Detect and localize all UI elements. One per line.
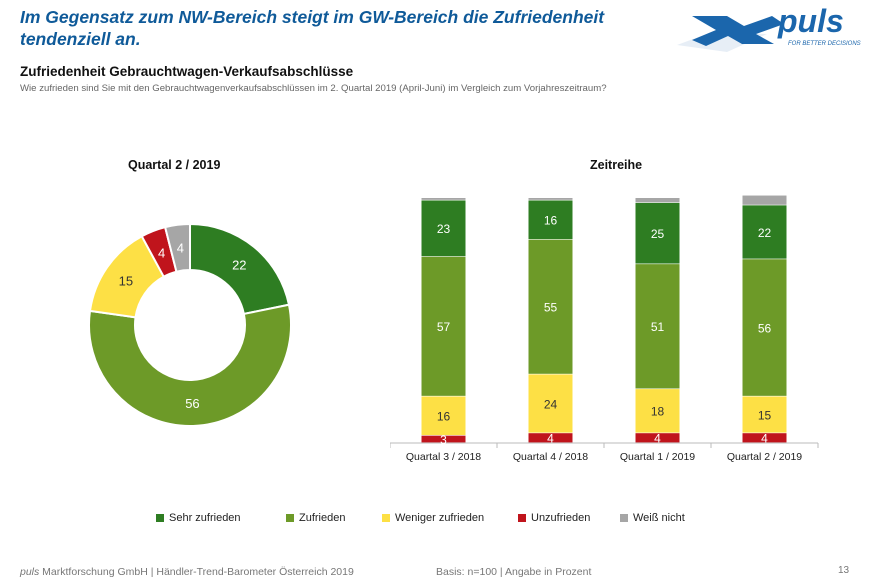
bar-segment-sehr-zufrieden bbox=[742, 205, 787, 259]
bar-segment-zufrieden bbox=[528, 239, 573, 374]
donut-slice-zufrieden bbox=[88, 303, 292, 427]
legend-swatch bbox=[382, 514, 390, 522]
legend-item-weiss-nicht: Weiß nicht bbox=[620, 512, 685, 524]
puls-logo: puls FOR BETTER DECISIONS bbox=[677, 3, 861, 52]
bar-label-unzufrieden: 3 bbox=[440, 433, 447, 447]
bar-segment-unzufrieden bbox=[635, 433, 680, 443]
legend-label: Weniger zufrieden bbox=[395, 512, 485, 524]
donut-label-zufrieden: 56 bbox=[185, 396, 199, 411]
x-tick-label: Quartal 2 / 2019 bbox=[727, 451, 802, 463]
footer-source-text: Marktforschung GmbH | Händler-Trend-Baro… bbox=[39, 566, 354, 578]
page-number: 13 bbox=[838, 565, 850, 576]
page-headline: Im Gegensatz zum NW-Bereich steigt im GW… bbox=[20, 7, 605, 49]
section-subtitle: Wie zufrieden sind Sie mit den Gebraucht… bbox=[20, 83, 607, 94]
logo-tagline: FOR BETTER DECISIONS bbox=[788, 41, 861, 47]
donut-slice-weiss-nicht bbox=[163, 222, 191, 273]
bar-segment-sehr-zufrieden bbox=[421, 200, 466, 257]
donut-chart: 22 56 15 4 4 bbox=[88, 222, 292, 427]
footer-basis: Basis: n=100 | Angabe in Prozent bbox=[436, 566, 592, 578]
bar-segment-sehr-zufrieden bbox=[635, 202, 680, 264]
x-tick-label: Quartal 1 / 2019 bbox=[620, 451, 695, 463]
bar-segment-unzufrieden bbox=[528, 433, 573, 443]
bar-segment-unzufrieden bbox=[421, 435, 466, 443]
bar-segment-weiss-nicht bbox=[635, 198, 680, 203]
legend-item-zufrieden: Zufrieden bbox=[286, 512, 382, 524]
x-tick-label: Quartal 3 / 2018 bbox=[406, 451, 481, 463]
bar-label-unzufrieden: 4 bbox=[547, 432, 554, 446]
bar-label-zufrieden: 57 bbox=[437, 320, 451, 334]
legend-item-weniger-zufrieden: Weniger zufrieden bbox=[382, 512, 518, 524]
legend-label: Weiß nicht bbox=[633, 512, 685, 524]
bar-segment-weiss-nicht bbox=[421, 198, 466, 200]
donut-label-unzufrieden: 4 bbox=[158, 245, 165, 260]
bar-label-unzufrieden: 4 bbox=[654, 432, 661, 446]
bar-label-sehr-zufrieden: 16 bbox=[544, 214, 558, 228]
legend-label: Sehr zufrieden bbox=[169, 512, 241, 524]
bar-segment-unzufrieden bbox=[742, 433, 787, 443]
bar-label-sehr-zufrieden: 25 bbox=[651, 227, 665, 241]
legend: Sehr zufrieden Zufrieden Weniger zufried… bbox=[156, 512, 685, 524]
bar-segment-weiss-nicht bbox=[528, 198, 573, 200]
bar-label-weniger-zufrieden: 24 bbox=[544, 397, 558, 411]
bar-label-zufrieden: 51 bbox=[651, 320, 665, 334]
legend-swatch bbox=[286, 514, 294, 522]
bar-segment-weniger-zufrieden bbox=[742, 396, 787, 433]
legend-label: Unzufrieden bbox=[531, 512, 591, 524]
bar-segment-weniger-zufrieden bbox=[528, 374, 573, 433]
bar-segment-weniger-zufrieden bbox=[635, 389, 680, 433]
bar-segment-zufrieden bbox=[742, 259, 787, 396]
footer-brand: puls bbox=[20, 566, 40, 578]
footer-source: puls Marktforschung GmbH | Händler-Trend… bbox=[20, 566, 354, 578]
bar-chart-title: Zeitreihe bbox=[590, 158, 643, 172]
bar-label-weniger-zufrieden: 16 bbox=[437, 410, 451, 424]
legend-label: Zufrieden bbox=[299, 512, 346, 524]
bar-label-zufrieden: 55 bbox=[544, 301, 558, 315]
donut-chart-title: Quartal 2 / 2019 bbox=[128, 158, 221, 172]
legend-item-sehr-zufrieden: Sehr zufrieden bbox=[156, 512, 286, 524]
logo-wordmark: puls bbox=[777, 3, 844, 39]
bar-label-unzufrieden: 4 bbox=[761, 432, 768, 446]
bar-segment-weiss-nicht bbox=[742, 195, 787, 205]
legend-item-unzufrieden: Unzufrieden bbox=[518, 512, 620, 524]
bar-segment-weniger-zufrieden bbox=[421, 396, 466, 436]
x-tick-label: Quartal 4 / 2018 bbox=[513, 451, 588, 463]
bar-label-sehr-zufrieden: 23 bbox=[437, 222, 451, 236]
donut-label-weiss-nicht: 4 bbox=[177, 241, 184, 256]
bar-label-sehr-zufrieden: 22 bbox=[758, 226, 772, 240]
bar-label-weniger-zufrieden: 15 bbox=[758, 408, 772, 422]
legend-swatch bbox=[620, 514, 628, 522]
section-title: Zufriedenheit Gebrauchtwagen-Verkaufsabs… bbox=[20, 64, 354, 79]
legend-swatch bbox=[156, 514, 164, 522]
bar-segment-sehr-zufrieden bbox=[528, 200, 573, 240]
bar-segment-zufrieden bbox=[635, 264, 680, 389]
legend-swatch bbox=[518, 514, 526, 522]
bar-label-weniger-zufrieden: 18 bbox=[651, 405, 665, 419]
stacked-bar-chart: 3 16 57 23 Quartal 3 / 2018 4 24 55 16 Quartal 4 … bbox=[390, 195, 819, 463]
donut-label-sehr-zufrieden: 22 bbox=[232, 258, 246, 273]
bar-segment-zufrieden bbox=[421, 256, 466, 396]
bar-label-zufrieden: 56 bbox=[758, 321, 772, 335]
donut-label-weniger-zufrieden: 15 bbox=[119, 274, 133, 289]
